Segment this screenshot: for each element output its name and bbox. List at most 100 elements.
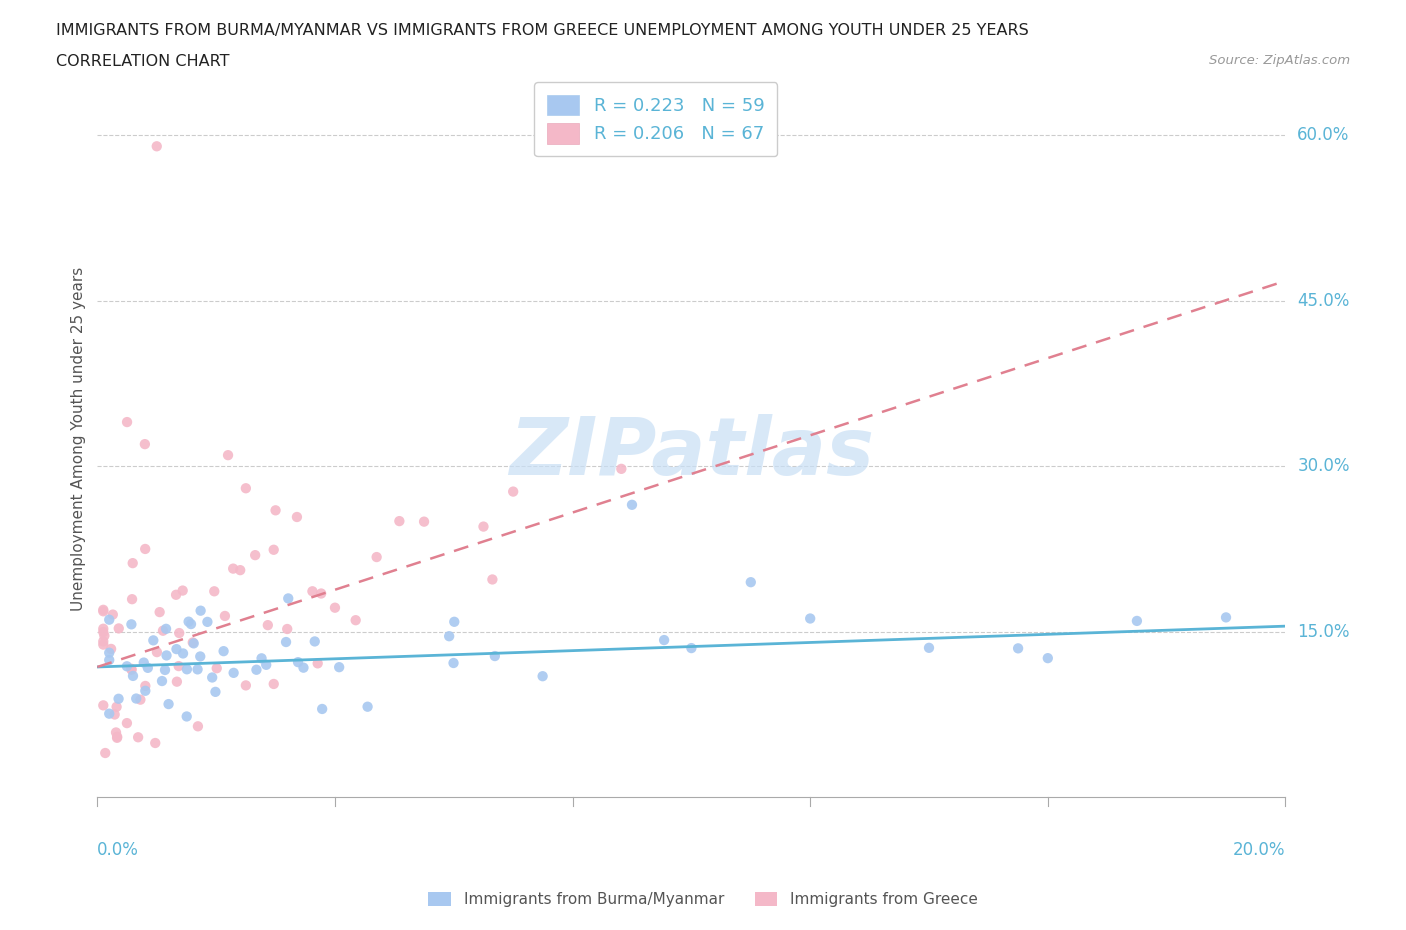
Text: Source: ZipAtlas.com: Source: ZipAtlas.com: [1209, 54, 1350, 67]
Point: [98, 612, 121, 627]
Point: [172, 646, 194, 661]
Text: 45.0%: 45.0%: [1298, 292, 1350, 310]
Point: [120, 661, 142, 676]
Point: [254, 658, 277, 672]
Point: [91, 621, 114, 636]
Point: [105, 730, 128, 745]
Point: [1215, 610, 1237, 625]
Point: [155, 621, 177, 636]
Point: [235, 678, 257, 693]
Point: [100, 642, 122, 657]
Text: 60.0%: 60.0%: [1298, 126, 1350, 144]
Point: [292, 660, 315, 675]
Point: [212, 644, 235, 658]
Point: [243, 548, 266, 563]
Point: [134, 684, 156, 698]
Point: [188, 649, 211, 664]
Point: [132, 655, 155, 670]
Point: [121, 591, 143, 606]
Point: [307, 656, 329, 671]
Point: [121, 662, 143, 677]
Point: [136, 660, 159, 675]
Point: [165, 588, 187, 603]
Point: [276, 621, 298, 636]
Point: [222, 561, 245, 576]
Point: [620, 498, 643, 512]
Point: [105, 699, 128, 714]
Point: [134, 437, 156, 452]
Text: 0.0%: 0.0%: [97, 842, 139, 859]
Point: [263, 676, 285, 691]
Point: [388, 513, 411, 528]
Text: 15.0%: 15.0%: [1298, 623, 1350, 641]
Text: ZIPatlas: ZIPatlas: [509, 414, 875, 492]
Point: [309, 586, 332, 601]
Point: [263, 542, 285, 557]
Point: [98, 645, 121, 660]
Point: [101, 607, 124, 622]
Point: [172, 583, 194, 598]
Y-axis label: Unemployment Among Youth under 25 years: Unemployment Among Youth under 25 years: [72, 267, 86, 611]
Point: [229, 563, 252, 578]
Point: [413, 514, 436, 529]
Point: [183, 636, 205, 651]
Point: [181, 635, 204, 650]
Point: [127, 730, 149, 745]
Point: [344, 613, 367, 628]
Point: [98, 653, 121, 668]
Point: [437, 629, 460, 644]
Point: [301, 584, 323, 599]
Point: [98, 706, 121, 721]
Point: [222, 666, 245, 681]
Point: [94, 746, 117, 761]
Point: [481, 572, 503, 587]
Point: [287, 655, 309, 670]
Point: [502, 485, 524, 499]
Point: [356, 699, 378, 714]
Point: [105, 725, 128, 740]
Point: [176, 662, 198, 677]
Point: [134, 541, 156, 556]
Point: [167, 626, 190, 641]
Point: [115, 658, 138, 673]
Point: [91, 698, 114, 712]
Point: [107, 691, 129, 706]
Point: [217, 447, 239, 462]
Point: [107, 621, 129, 636]
Point: [202, 584, 225, 599]
Point: [214, 608, 236, 623]
Point: [187, 719, 209, 734]
Point: [187, 662, 209, 677]
Point: [740, 575, 762, 590]
Text: CORRELATION CHART: CORRELATION CHART: [56, 54, 229, 69]
Point: [91, 625, 114, 640]
Text: 20.0%: 20.0%: [1233, 842, 1285, 859]
Point: [285, 510, 308, 525]
Point: [264, 503, 287, 518]
Point: [157, 697, 180, 711]
Point: [610, 461, 633, 476]
Point: [152, 623, 174, 638]
Point: [256, 618, 278, 632]
Point: [204, 684, 226, 699]
Point: [1126, 614, 1149, 629]
Point: [150, 673, 173, 688]
Point: [304, 634, 326, 649]
Point: [177, 614, 200, 629]
Point: [799, 611, 821, 626]
Point: [311, 701, 333, 716]
Point: [91, 604, 114, 618]
Legend: Immigrants from Burma/Myanmar, Immigrants from Greece: Immigrants from Burma/Myanmar, Immigrant…: [422, 885, 984, 913]
Point: [531, 669, 554, 684]
Text: 30.0%: 30.0%: [1298, 458, 1350, 475]
Point: [145, 139, 167, 153]
Point: [91, 637, 114, 652]
Point: [149, 604, 172, 619]
Point: [366, 550, 388, 565]
Point: [472, 519, 495, 534]
Point: [105, 729, 128, 744]
Point: [245, 662, 267, 677]
Point: [205, 661, 228, 676]
Point: [115, 716, 138, 731]
Point: [142, 633, 165, 648]
